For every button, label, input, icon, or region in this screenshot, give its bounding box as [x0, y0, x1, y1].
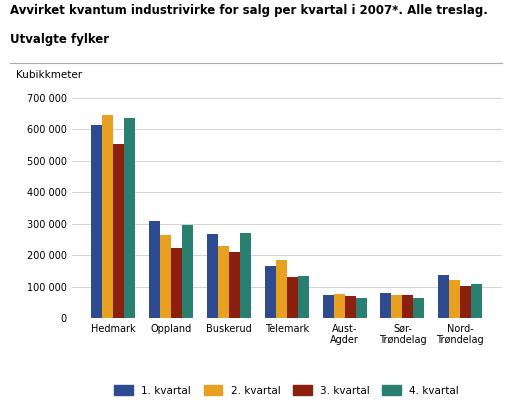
Bar: [391, 295, 402, 318]
Bar: [323, 295, 334, 318]
Bar: [449, 280, 460, 318]
Bar: [380, 293, 391, 318]
Bar: [149, 221, 160, 318]
Legend: 1. kvartal, 2. kvartal, 3. kvartal, 4. kvartal: 1. kvartal, 2. kvartal, 3. kvartal, 4. k…: [114, 385, 459, 396]
Text: Kubikkmeter: Kubikkmeter: [16, 70, 82, 80]
Bar: [413, 298, 424, 318]
Bar: [334, 294, 345, 318]
Bar: [182, 225, 193, 318]
Bar: [438, 275, 449, 318]
Bar: [297, 276, 309, 318]
Bar: [471, 284, 482, 318]
Bar: [218, 246, 229, 318]
Bar: [345, 295, 355, 318]
Bar: [102, 115, 113, 318]
Bar: [229, 252, 240, 318]
Bar: [240, 233, 251, 318]
Bar: [402, 295, 413, 318]
Bar: [355, 298, 367, 318]
Text: Avvirket kvantum industrivirke for salg per kvartal i 2007*. Alle treslag.: Avvirket kvantum industrivirke for salg …: [10, 4, 488, 17]
Bar: [91, 125, 102, 318]
Bar: [207, 234, 218, 318]
Bar: [124, 118, 135, 318]
Bar: [113, 144, 124, 318]
Text: Utvalgte fylker: Utvalgte fylker: [10, 33, 110, 46]
Bar: [287, 277, 297, 318]
Bar: [265, 266, 276, 318]
Bar: [276, 260, 287, 318]
Bar: [460, 286, 471, 318]
Bar: [171, 248, 182, 318]
Bar: [160, 235, 171, 318]
